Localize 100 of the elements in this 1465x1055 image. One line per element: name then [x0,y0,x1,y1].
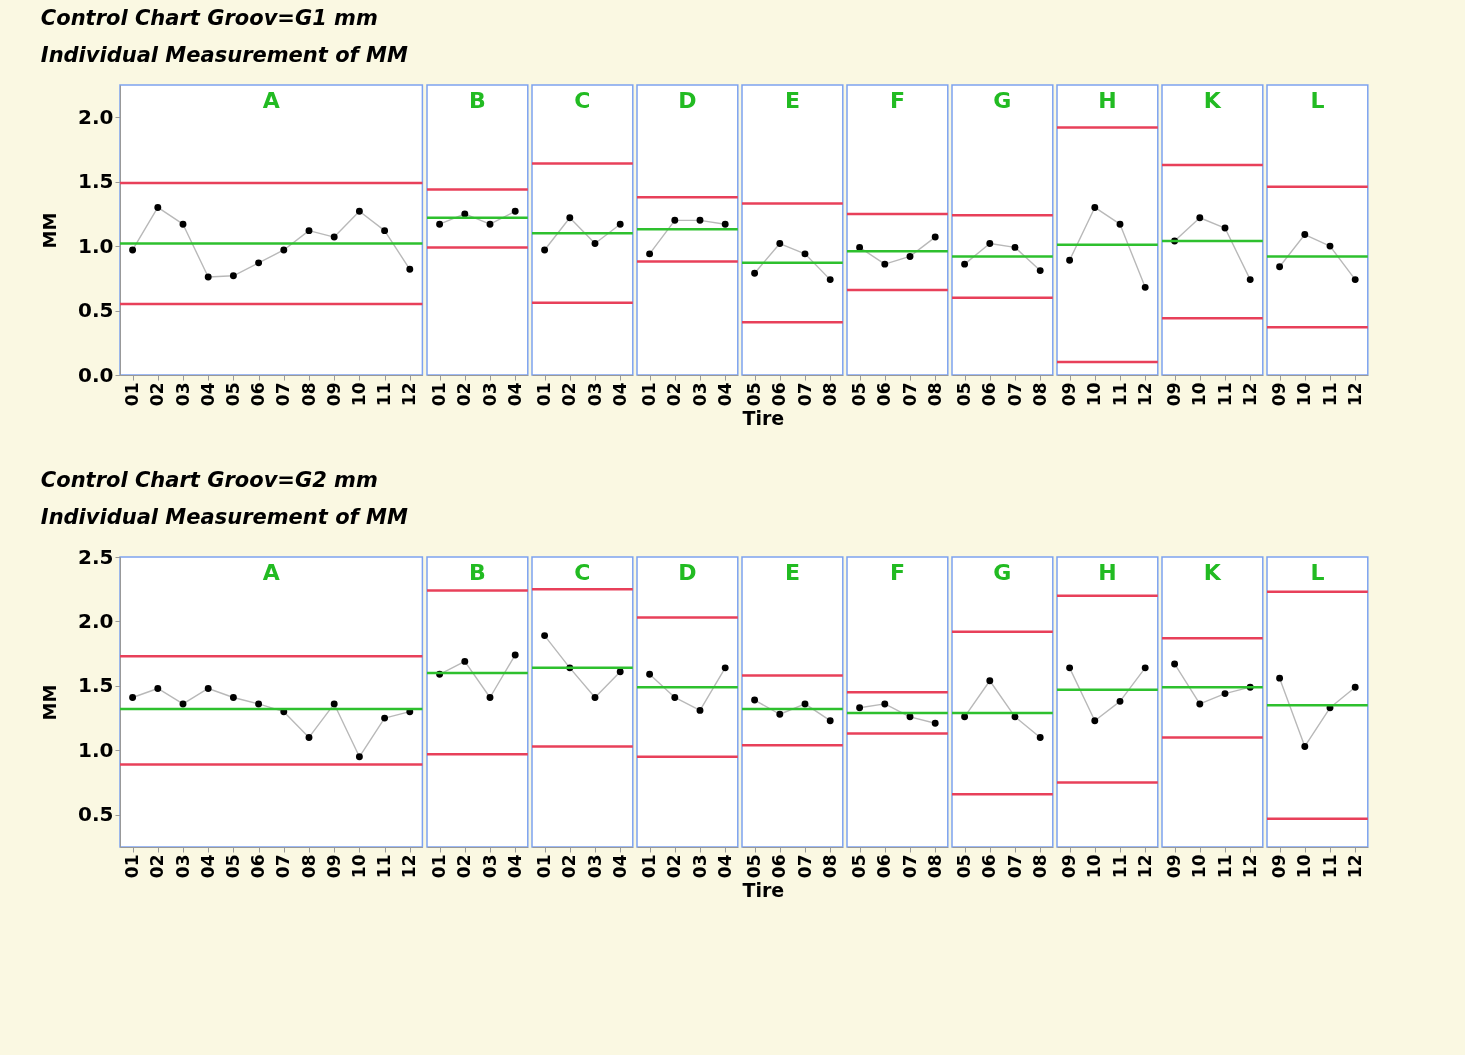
point [776,710,784,718]
point [1116,220,1124,228]
point [826,717,834,725]
point [1036,267,1044,275]
annotation: D [678,560,697,585]
y-tick-label: 1.5 [78,169,114,194]
point [1351,683,1359,691]
x-tick-label: 10 [348,854,369,879]
x-tick-label: 08 [924,854,945,879]
point [1141,283,1149,291]
x-tick-label: 09 [1164,854,1185,879]
point [616,668,624,676]
point [204,273,212,281]
x-tick-label: 09 [323,854,344,879]
x-tick-label: 12 [1239,382,1260,407]
annotation: H [1098,88,1117,113]
x-tick-label: 10 [1189,382,1210,407]
x-tick-label: 02 [559,382,580,407]
point [511,651,519,659]
x-tick-label: 04 [714,854,735,879]
x-tick-label: 11 [1214,854,1235,879]
point [129,694,137,701]
point [881,700,889,708]
point [305,733,313,741]
x-tick-label: 03 [479,382,500,407]
point [330,700,338,708]
x-tick-label: 11 [1319,382,1340,407]
annotation: G [993,88,1012,113]
point [1221,224,1229,232]
x-tick-label: 08 [819,854,840,879]
point [616,220,624,228]
point [1276,674,1284,682]
point [776,240,784,247]
point [229,694,237,701]
y-tick-label: 0.5 [78,298,114,323]
x-axis-title: Tire [742,407,785,430]
x-tick-label: 04 [197,382,218,407]
x-tick-label: 04 [714,382,735,407]
x-tick-label: 01 [534,382,555,407]
annotation: G [993,560,1012,585]
point [931,719,939,727]
x-tick-label: 03 [584,382,605,407]
x-tick-label: 12 [1344,854,1365,879]
point [1276,263,1284,271]
point [826,276,834,284]
annotation: H [1098,560,1117,585]
x-tick-label: 03 [689,382,710,407]
x-tick-label: 08 [819,382,840,407]
chart-subtitle: Individual Measurement of MM [40,43,408,68]
x-tick-label: 08 [298,854,319,879]
x-axis-title: Tire [742,879,785,902]
point [1246,276,1254,284]
x-tick-label: 06 [248,382,269,407]
x-tick-label: 04 [609,854,630,879]
point [179,700,187,708]
point [229,272,237,280]
annotation: F [889,560,905,585]
annotation: A [262,560,280,585]
point [486,694,494,701]
point [381,714,389,722]
x-tick-label: 05 [954,854,975,879]
x-tick-label: 01 [639,382,660,407]
point [1221,690,1229,698]
annotation: K [1203,560,1222,585]
point [129,246,137,254]
x-tick-label: 02 [147,854,168,879]
x-tick-label: 09 [1269,854,1290,879]
point [305,227,313,235]
x-tick-label: 01 [122,854,143,879]
x-tick-label: 04 [197,854,218,879]
x-tick-label: 08 [298,382,319,407]
x-tick-label: 09 [323,382,344,407]
x-tick-label: 07 [794,854,815,879]
x-tick-label: 07 [1004,854,1025,879]
x-tick-label: 10 [348,382,369,407]
x-tick-label: 04 [504,854,525,879]
point [1066,256,1074,264]
chart-subtitle: Individual Measurement of MM [40,505,408,530]
point [671,694,679,701]
x-tick-label: 12 [1344,382,1365,407]
point [961,260,969,268]
x-tick-label: 06 [769,382,790,407]
chart-title: Control Chart Groov=G2 mm [40,468,378,493]
x-tick-label: 10 [1084,382,1105,407]
x-tick-label: 10 [1189,854,1210,879]
point [906,252,914,260]
y-tick-label: 2.5 [78,544,114,569]
point [541,632,549,640]
point [1351,276,1359,284]
x-tick-label: 08 [1029,382,1050,407]
point [255,259,263,267]
x-tick-label: 02 [664,854,685,879]
x-tick-label: 11 [1109,854,1130,879]
x-tick-label: 07 [273,382,294,407]
point [204,685,212,692]
point [646,670,654,678]
point [721,664,729,672]
point [381,227,389,235]
x-tick-label: 05 [954,382,975,407]
x-tick-label: 09 [1059,854,1080,879]
